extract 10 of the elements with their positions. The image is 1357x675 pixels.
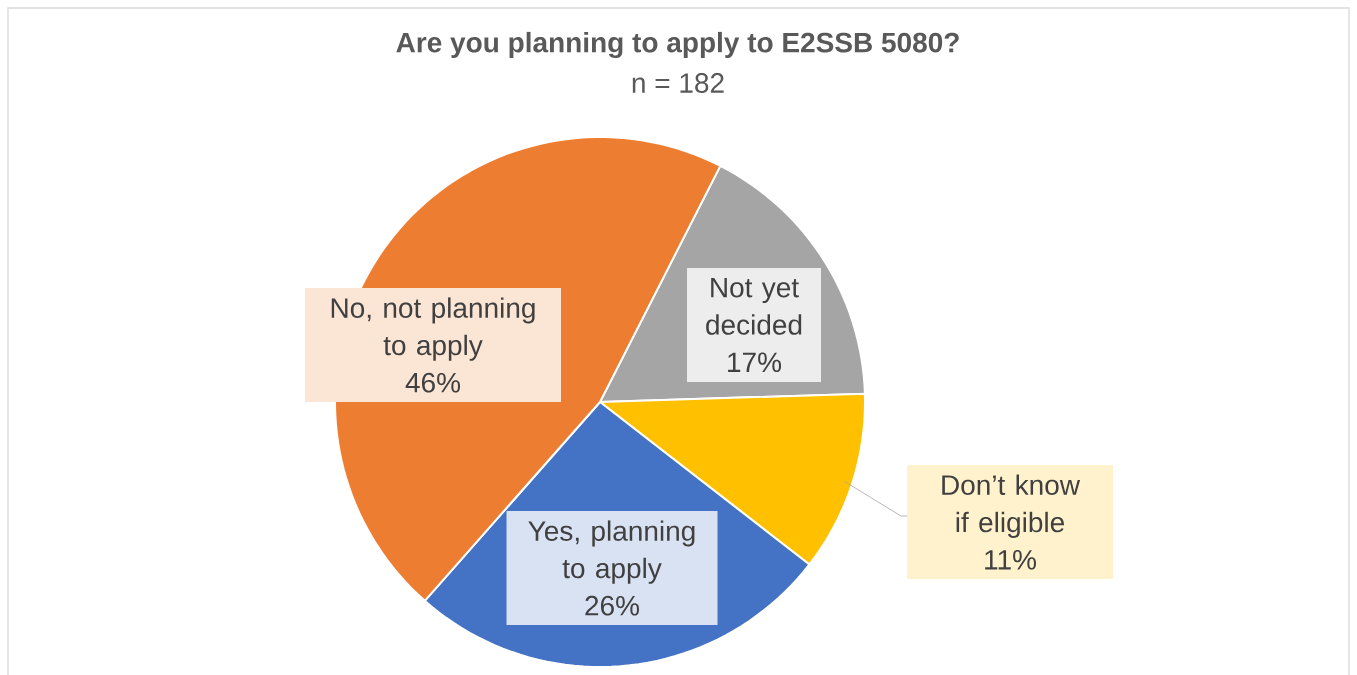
slice-label: Yes, planning to apply bbox=[528, 520, 695, 584]
chart-subtitle: n = 182 bbox=[632, 73, 724, 93]
data-label: 46% bbox=[405, 372, 461, 393]
slice-label: Not yet decided bbox=[706, 277, 802, 335]
chart-title: Are you planning to apply to E2SSB 5080? bbox=[396, 31, 959, 59]
data-label: 11% bbox=[985, 549, 1036, 570]
data-label: 26% bbox=[585, 595, 640, 616]
slice-label: Don’t know if eligible bbox=[942, 474, 1081, 538]
data-label: 17% bbox=[728, 352, 782, 373]
slice-label: No, not planning to apply bbox=[331, 297, 535, 361]
